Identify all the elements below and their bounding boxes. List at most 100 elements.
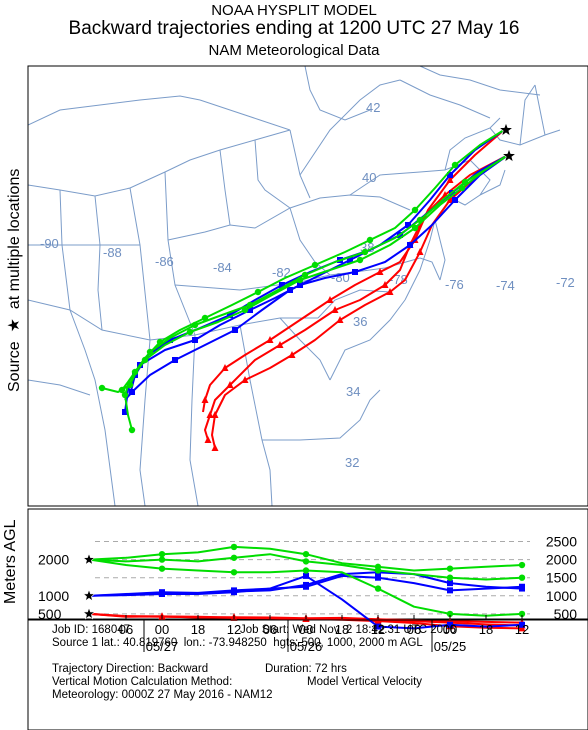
trajectory-marker	[352, 269, 358, 275]
trajectory-high-3	[118, 129, 505, 394]
trajectory-mid-3	[124, 129, 505, 401]
trajectory-marker	[122, 409, 128, 415]
time-tick-label: 12	[371, 622, 385, 637]
trajectory-line	[124, 154, 509, 431]
trajectory-marker	[227, 312, 233, 318]
trajectory-marker	[288, 351, 296, 358]
height-marker	[446, 565, 454, 572]
map-side-label: Source ★ at multiple locations	[4, 169, 24, 392]
height-series-high-2	[89, 553, 526, 581]
time-tick-label: 18	[479, 622, 493, 637]
job-start: Job Start: Wed Nov 2 18:42:31 UTC 2016	[240, 624, 456, 636]
trajectory-marker	[226, 381, 234, 388]
trajectory-marker	[266, 336, 274, 343]
height-marker	[375, 574, 381, 581]
height-label-right-2500: 2500	[546, 534, 577, 550]
lon-label--84: -84	[213, 260, 232, 275]
state-borders	[28, 66, 561, 506]
trajectory-marker	[451, 161, 459, 169]
height-label-right-1000: 1000	[546, 588, 577, 604]
time-tick-label: 18	[191, 622, 205, 637]
trajectory-marker	[131, 368, 139, 376]
height-series	[89, 543, 526, 632]
lon-label--80: -80	[331, 270, 350, 285]
time-axis: 06 00 18 12 06 00 18 12 06 00 18 12 05/27 05/26 05/25	[119, 615, 529, 654]
height-label-right-1500: 1500	[546, 570, 577, 586]
height-marker	[302, 567, 310, 574]
time-tick-label: 06	[263, 622, 277, 637]
trajectory-marker	[347, 257, 353, 263]
trajectory-marker	[446, 176, 454, 183]
start-star-icon	[82, 607, 96, 620]
trajectory-line	[121, 129, 505, 391]
height-marker	[446, 574, 454, 581]
trajectory-marker	[279, 282, 285, 288]
trajectory-high-1	[121, 154, 509, 434]
trajectory-marker	[211, 444, 219, 451]
trajectory-marker	[204, 436, 212, 443]
trajectory-marker	[407, 242, 413, 248]
trajectory-marker	[416, 216, 424, 224]
trajectory-marker	[447, 172, 453, 178]
trajectory-marker	[126, 381, 134, 389]
trajectory-marker	[129, 389, 135, 395]
lon-label--90: -90	[40, 236, 59, 251]
lon-label--86: -86	[155, 254, 174, 269]
height-marker	[159, 590, 165, 597]
height-marker	[374, 567, 382, 574]
time-tick-label: 00	[443, 622, 457, 637]
trajectory-marker	[381, 281, 389, 288]
star-icon: ★	[6, 313, 23, 337]
trajectory-marker	[156, 338, 164, 346]
height-label-left-500: 500	[38, 606, 62, 622]
trajectory-marker	[331, 306, 339, 313]
height-marker	[303, 581, 309, 588]
date-label-05/26: 05/26	[290, 639, 323, 654]
trajectory-marker	[461, 178, 469, 186]
height-marker	[447, 587, 453, 594]
height-series-high-3	[89, 558, 526, 618]
trajectory-marker	[206, 411, 214, 418]
info-frame	[27, 619, 588, 730]
height-label-right-2000: 2000	[546, 552, 577, 568]
lon-label--72: -72	[556, 275, 575, 290]
height-marker	[518, 610, 526, 618]
height-marker	[230, 554, 238, 561]
chart-title: Backward trajectories ending at 1200 UTC…	[68, 18, 520, 39]
trajectory-marker	[356, 256, 364, 264]
trajectory-marker	[221, 364, 229, 371]
trajectory-low-1	[204, 154, 509, 443]
time-tick-label: 06	[407, 622, 421, 637]
height-marker	[158, 556, 166, 563]
multiple-locations-label: at multiple locations	[6, 168, 23, 310]
height-panel: 2000 1000 500 2500 2000 1500 1000 500	[27, 508, 588, 632]
lon-label--88: -88	[103, 245, 122, 260]
trajectory-marker	[376, 268, 384, 275]
height-marker	[446, 610, 454, 618]
trajectory-marker	[186, 328, 194, 336]
trajectory-marker	[201, 396, 209, 403]
trajectory-marker	[241, 376, 249, 383]
lat-label-32: 32	[345, 455, 359, 470]
height-marker	[518, 574, 526, 581]
height-marker	[230, 543, 238, 551]
height-marker	[374, 585, 382, 592]
height-marker	[230, 569, 238, 576]
model-name: NOAA HYSPLIT MODEL	[211, 2, 377, 19]
vertical-motion-value: Model Vertical Velocity	[307, 676, 423, 688]
trajectory-marker	[301, 271, 309, 279]
map-frame	[27, 65, 588, 507]
trajectory-low-2	[211, 154, 509, 451]
height-marker	[519, 585, 525, 592]
trajectory-marker	[416, 248, 424, 255]
height-marker	[447, 621, 453, 628]
height-series-mid-3	[89, 572, 525, 630]
trajectory-marker	[287, 287, 293, 293]
trajectory-marker	[98, 384, 106, 392]
height-axis-title: Meters AGL	[2, 519, 19, 604]
duration: Duration: 72 hrs	[265, 663, 347, 675]
time-tick-label: 12	[515, 622, 529, 637]
height-axis-labels: 2000 1000 500 2500 2000 1500 1000 500	[38, 534, 577, 622]
job-id: Job ID: 168047	[52, 624, 131, 636]
